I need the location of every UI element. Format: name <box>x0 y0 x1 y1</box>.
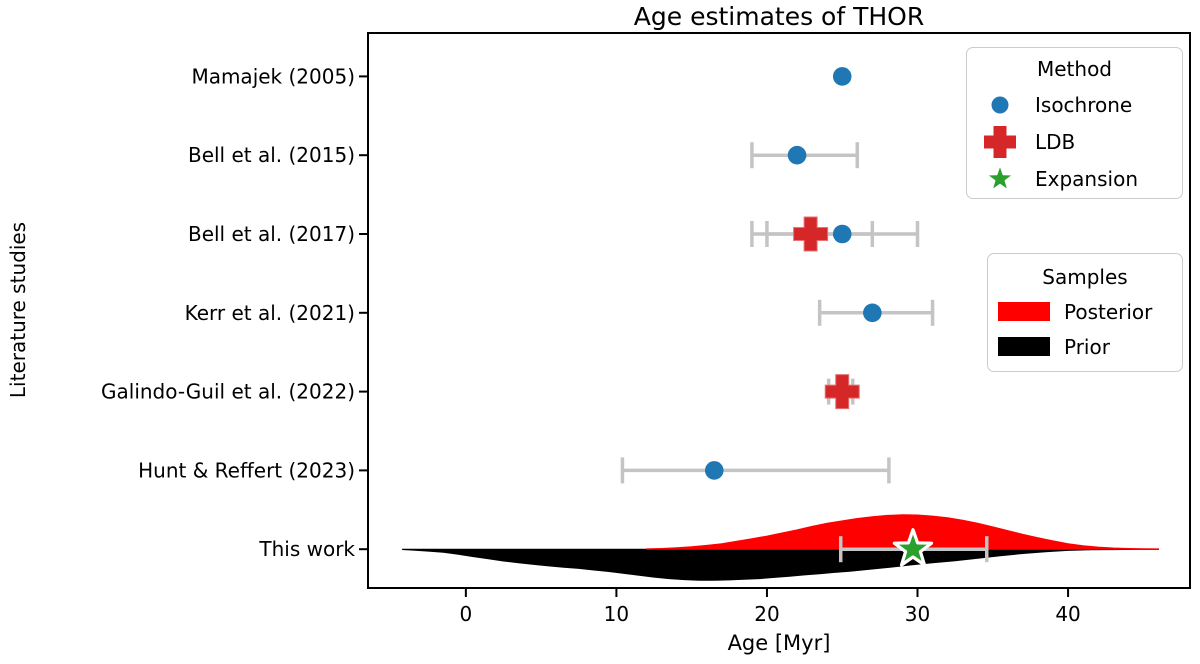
ldb-marker <box>793 216 829 252</box>
y-axis-label: Literature studies <box>6 221 30 399</box>
legend-samples-entry: Posterior <box>988 294 1182 329</box>
y-tick-label: Hunt & Reffert (2023) <box>138 458 355 482</box>
legend-color-patch <box>998 302 1050 321</box>
legend-method-title: Method <box>1036 57 1112 81</box>
legend-marker <box>967 159 1033 199</box>
legend-marker <box>967 85 1033 125</box>
x-tick-label: 30 <box>905 602 930 626</box>
plus-glyph <box>984 125 1016 158</box>
legend-samples: Samples Posterior Prior <box>987 253 1183 372</box>
legend-method-label: Expansion <box>1035 166 1138 191</box>
isochrone-marker <box>832 67 852 86</box>
chart-title: Age estimates of THOR <box>633 2 925 31</box>
y-tick-label: Galindo-Guil et al. (2022) <box>101 380 355 404</box>
legend-samples-label: Prior <box>1064 334 1110 359</box>
y-tick-label: Kerr et al. (2021) <box>185 301 355 325</box>
plus-icon <box>984 125 1016 158</box>
isochrone-marker <box>704 461 724 480</box>
legend-method-entry: LDB <box>967 123 1182 160</box>
y-tick-label: Bell et al. (2015) <box>188 143 355 167</box>
legend-method-entry: Expansion <box>967 160 1182 197</box>
legend-method-entry: Isochrone <box>967 86 1182 123</box>
y-tick-label: Mamajek (2005) <box>191 64 355 88</box>
y-tick-label: Bell et al. (2017) <box>188 222 355 246</box>
expansion-marker <box>892 528 934 567</box>
legend-samples-entries: Posterior Prior <box>988 294 1182 364</box>
x-axis-label: Age [Myr] <box>727 631 831 655</box>
legend-method-entries: Isochrone LDB Expansion <box>967 86 1182 197</box>
isochrone-marker <box>863 303 882 323</box>
posterior-violin <box>646 514 1159 550</box>
error-bar <box>620 457 891 484</box>
star-glyph <box>985 163 1015 191</box>
isochrone-marker <box>832 224 852 244</box>
y-tick-label: This work <box>258 537 355 561</box>
legend-method-label: Isochrone <box>1035 92 1133 117</box>
markers <box>704 67 934 567</box>
x-tick-label: 20 <box>754 602 779 626</box>
legend-method: Method Isochrone LDB Expansion <box>966 47 1183 199</box>
x-tick-label: 40 <box>1055 602 1080 626</box>
legend-color-patch <box>998 337 1050 356</box>
prior-violin <box>402 548 1159 581</box>
x-tick-label: 10 <box>604 602 629 626</box>
axes-frame <box>367 32 1191 589</box>
error-bars <box>620 142 989 563</box>
legend-samples-label: Posterior <box>1064 299 1153 324</box>
x-tick-label: 0 <box>459 602 472 626</box>
isochrone-marker <box>787 145 807 165</box>
y-ticks: Mamajek (2005) Bell et al. (2015) Bell et … <box>101 64 368 561</box>
violins <box>402 514 1159 581</box>
legend-marker <box>967 122 1033 162</box>
dot-glyph <box>991 96 1009 113</box>
legend-method-label: LDB <box>1035 129 1076 154</box>
dot-icon <box>991 96 1009 113</box>
x-ticks: 0 10 20 30 40 <box>459 588 1081 626</box>
ldb-marker <box>824 374 860 410</box>
star-icon <box>985 163 1015 191</box>
legend-samples-entry: Prior <box>988 329 1182 364</box>
legend-samples-title: Samples <box>1042 265 1128 289</box>
